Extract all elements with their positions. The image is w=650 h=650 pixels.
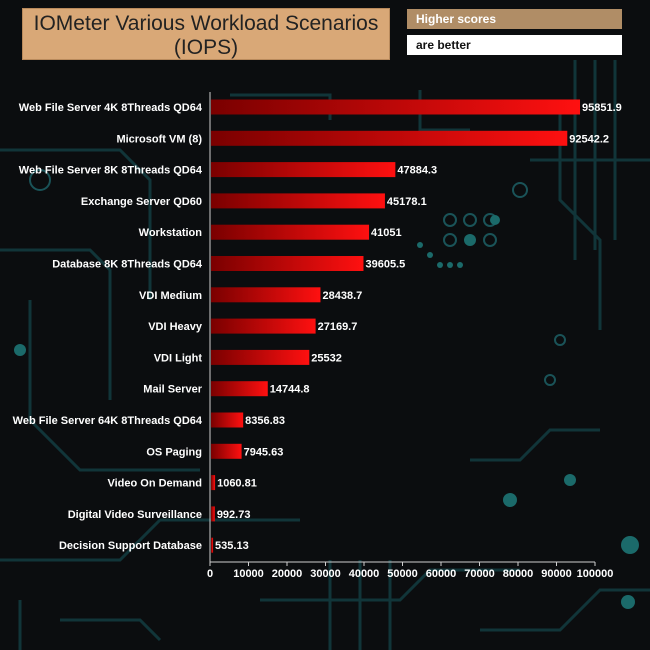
x-tick-label: 80000 [503, 568, 534, 580]
bar [211, 225, 369, 240]
x-tick-label: 50000 [387, 568, 418, 580]
data-label: 41051 [371, 227, 402, 239]
bar [211, 381, 268, 396]
data-label: 25532 [311, 352, 342, 364]
category-label: OS Paging [146, 446, 202, 458]
bar [211, 162, 395, 177]
data-label: 14744.8 [270, 384, 310, 396]
bar [211, 506, 215, 521]
data-label: 992.73 [217, 509, 251, 521]
category-label: Workstation [139, 227, 203, 239]
data-label: 7945.63 [244, 446, 284, 458]
bar [211, 319, 316, 334]
x-tick-label: 10000 [233, 568, 264, 580]
category-label: Mail Server [143, 384, 202, 396]
category-label: VDI Heavy [148, 321, 203, 333]
category-label: Exchange Server QD60 [81, 196, 202, 208]
bars-group: Web File Server 4K 8Threads QD64 95851.9 M… [13, 100, 622, 553]
category-label: Microsoft VM (8) [116, 133, 202, 145]
x-tick-label: 0 [207, 568, 213, 580]
data-label: 28438.7 [322, 290, 362, 302]
bar [211, 287, 320, 302]
data-label: 535.13 [215, 540, 249, 552]
bar [211, 256, 363, 271]
x-tick-label: 60000 [426, 568, 457, 580]
bar [211, 444, 242, 459]
bar [211, 538, 213, 553]
category-label: VDI Light [154, 352, 203, 364]
data-label: 27169.7 [318, 321, 358, 333]
x-tick-label: 70000 [464, 568, 495, 580]
data-label: 45178.1 [387, 196, 427, 208]
x-tick-label: 40000 [349, 568, 380, 580]
data-label: 39605.5 [365, 259, 405, 271]
data-label: 92542.2 [569, 133, 609, 145]
category-label: Web File Server 64K 8Threads QD64 [13, 415, 203, 427]
x-tick-label: 20000 [272, 568, 303, 580]
category-label: Decision Support Database [59, 540, 202, 552]
data-label: 95851.9 [582, 102, 622, 114]
x-tick-label: 30000 [310, 568, 341, 580]
bar [211, 350, 309, 365]
category-label: Digital Video Surveillance [68, 509, 202, 521]
bar [211, 413, 243, 428]
bar [211, 193, 385, 208]
category-label: VDI Medium [139, 290, 202, 302]
x-tick-label: 100000 [577, 568, 614, 580]
bar [211, 475, 215, 490]
x-tick-label: 90000 [541, 568, 572, 580]
category-label: Database 8K 8Threads QD64 [52, 259, 203, 271]
data-label: 1060.81 [217, 478, 257, 490]
category-label: Web File Server 8K 8Threads QD64 [19, 165, 203, 177]
bar [211, 131, 567, 146]
category-label: Video On Demand [107, 478, 202, 490]
data-label: 47884.3 [397, 165, 437, 177]
category-label: Web File Server 4K 8Threads QD64 [19, 102, 203, 114]
data-label: 8356.83 [245, 415, 285, 427]
bar [211, 100, 580, 115]
